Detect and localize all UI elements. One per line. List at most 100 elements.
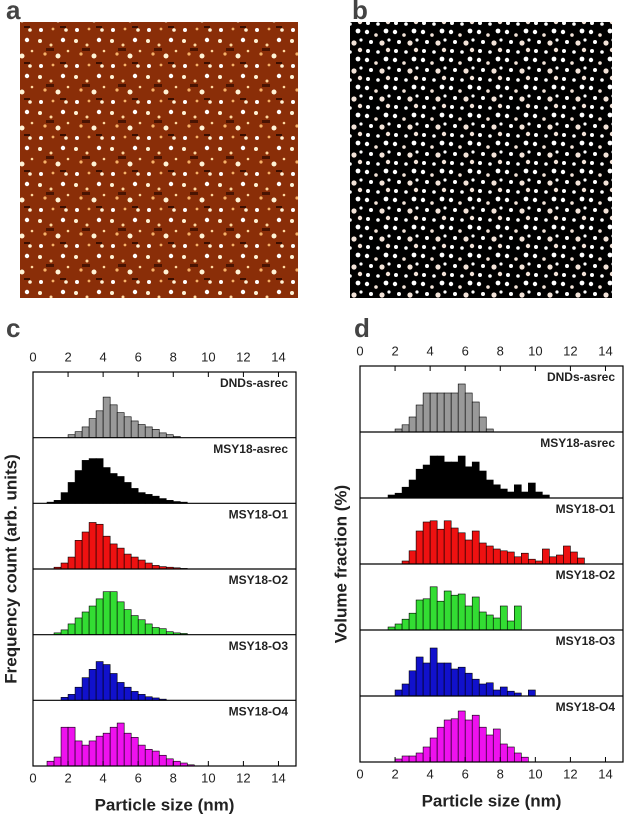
- bar: [74, 431, 83, 438]
- x-tick-label: 4: [100, 349, 107, 364]
- bar: [450, 594, 459, 631]
- bar: [492, 728, 501, 763]
- bar: [394, 492, 403, 499]
- bar: [513, 752, 522, 763]
- bar: [60, 629, 69, 635]
- bar: [151, 495, 160, 504]
- bar: [74, 740, 83, 767]
- bar: [401, 618, 410, 631]
- afm-image: [20, 22, 298, 298]
- x-axis-label: Particle size (nm): [422, 791, 562, 810]
- bar: [556, 554, 564, 565]
- bar: [542, 548, 550, 565]
- bar: [144, 562, 153, 570]
- x-tick-label: 14: [271, 349, 285, 364]
- bar: [95, 598, 104, 635]
- bar: [109, 673, 118, 701]
- bar: [102, 396, 111, 438]
- bar: [123, 482, 132, 504]
- series-label: DNDs-asrec: [220, 376, 288, 390]
- bar: [450, 392, 459, 433]
- x-tick-label: 6: [135, 770, 142, 785]
- panel-label: a: [6, 0, 21, 25]
- binary-image: [350, 22, 612, 298]
- bar: [158, 628, 167, 635]
- bar: [528, 482, 536, 499]
- bar: [415, 468, 424, 499]
- x-tick-label: 2: [64, 770, 71, 785]
- bar: [471, 461, 480, 499]
- bar: [109, 473, 118, 504]
- x-tick-label: 8: [170, 770, 177, 785]
- bar: [67, 556, 76, 570]
- bar: [109, 404, 118, 438]
- bar: [415, 599, 424, 631]
- bar: [521, 552, 529, 565]
- series-label: DNDs-asrec: [547, 370, 615, 384]
- bar: [130, 488, 139, 504]
- x-tick-label: 8: [497, 766, 504, 781]
- bar: [137, 694, 146, 701]
- bar: [67, 726, 76, 767]
- bar: [74, 540, 83, 570]
- series-label: MSY18-O1: [229, 508, 289, 522]
- x-tick-label: 4: [100, 770, 107, 785]
- bar: [478, 683, 487, 697]
- bar: [137, 492, 146, 504]
- x-tick-label: 2: [64, 349, 71, 364]
- bar: [464, 466, 473, 499]
- x-tick-label: 10: [201, 349, 215, 364]
- bar: [464, 719, 473, 763]
- bar: [116, 547, 125, 570]
- bar: [577, 557, 585, 565]
- x-tick-label: 6: [462, 766, 469, 781]
- bar: [67, 623, 76, 635]
- bar: [102, 535, 111, 570]
- bar: [450, 668, 459, 697]
- bar: [137, 744, 146, 767]
- bar: [95, 661, 104, 701]
- x-tick-label: 0: [356, 766, 363, 781]
- bar: [123, 416, 132, 438]
- bar: [471, 714, 480, 763]
- bar: [401, 424, 410, 433]
- series-label: MSY18-O3: [229, 639, 289, 653]
- bar: [485, 614, 494, 631]
- bar: [116, 412, 125, 438]
- bar: [422, 392, 431, 433]
- x-tick-label: 10: [528, 343, 542, 358]
- bar: [436, 600, 445, 631]
- bar: [151, 429, 160, 438]
- bar: [165, 758, 174, 767]
- bar: [478, 726, 487, 763]
- bar: [506, 491, 515, 499]
- bar: [443, 719, 452, 763]
- bar: [144, 623, 153, 635]
- bar: [443, 520, 452, 565]
- bar: [436, 726, 445, 763]
- bar: [513, 484, 522, 499]
- bar: [102, 467, 111, 504]
- bar: [137, 559, 146, 570]
- bar: [422, 746, 431, 763]
- bar: [158, 498, 167, 504]
- bar: [401, 755, 410, 763]
- series-label: MSY18-O3: [556, 634, 616, 648]
- bar: [102, 664, 111, 701]
- bar: [408, 416, 417, 433]
- x-tick-label: 6: [135, 349, 142, 364]
- bar: [415, 404, 424, 433]
- x-tick-label: 12: [563, 343, 577, 358]
- bar: [74, 686, 83, 701]
- bar: [123, 732, 132, 767]
- bar: [471, 401, 480, 433]
- bar: [116, 722, 125, 767]
- x-tick-label: 8: [497, 343, 504, 358]
- bar: [123, 553, 132, 570]
- bar: [422, 598, 431, 631]
- bar: [457, 666, 466, 697]
- bar: [464, 392, 473, 433]
- bar: [130, 737, 139, 767]
- bar: [422, 464, 431, 499]
- bar: [130, 691, 139, 701]
